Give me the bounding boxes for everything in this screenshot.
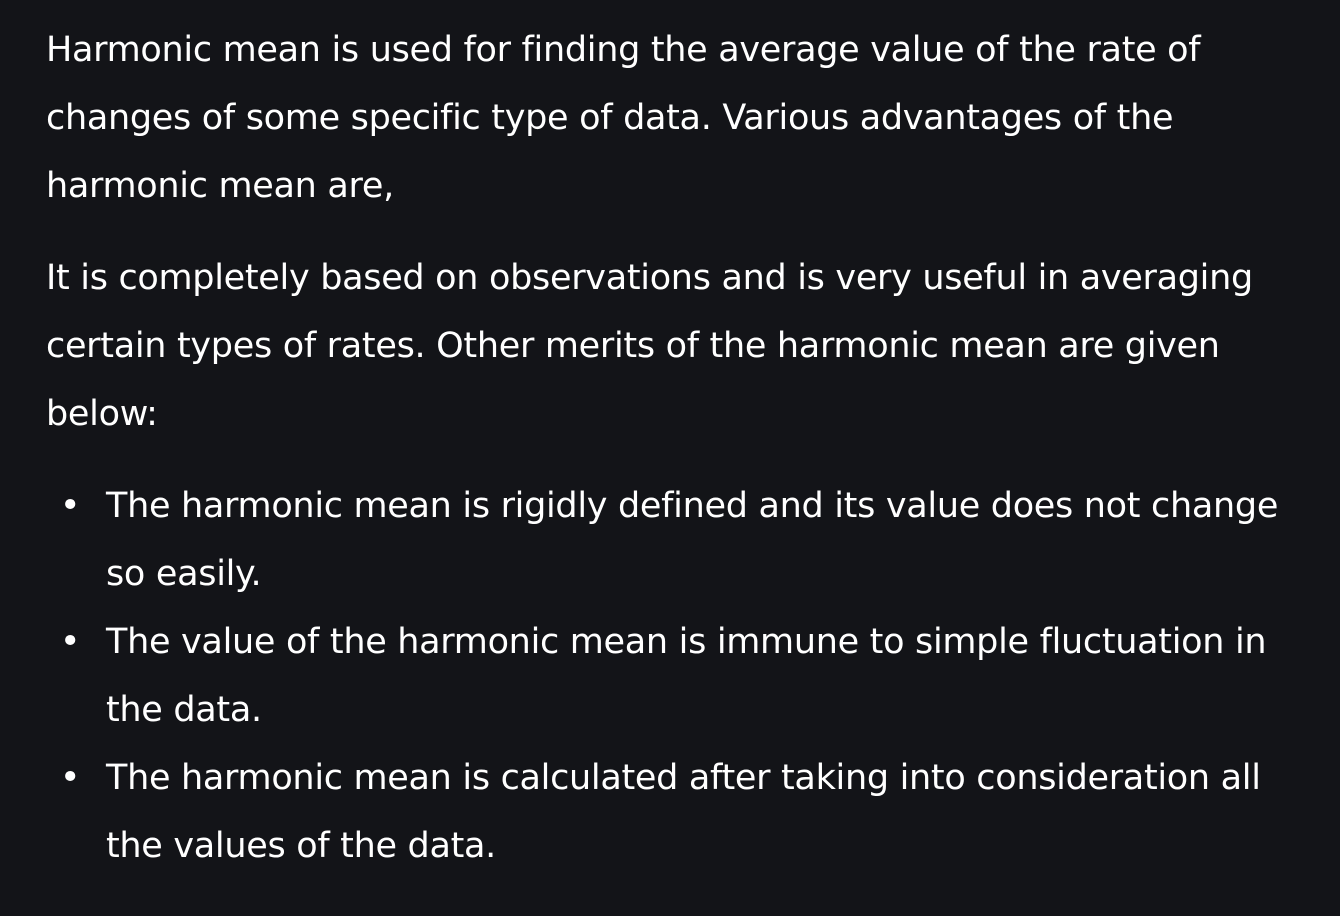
list-item: • The value of the harmonic mean is immu…: [46, 608, 1300, 744]
bullet-icon: •: [59, 622, 81, 662]
merits-intro-paragraph: It is completely based on observations a…: [46, 258, 1253, 434]
intro-paragraph: Harmonic mean is used for finding the av…: [46, 30, 1201, 206]
bullet-icon: •: [59, 758, 81, 798]
list-item-text: The value of the harmonic mean is immune…: [106, 622, 1267, 730]
list-item-text: The harmonic mean is calculated after ta…: [106, 758, 1261, 866]
list-item: • The harmonic mean is rigidly defined a…: [46, 472, 1300, 608]
list-item-text: The harmonic mean is rigidly defined and…: [106, 486, 1279, 594]
merits-list: • The harmonic mean is rigidly defined a…: [46, 472, 1300, 880]
list-item: • The harmonic mean is calculated after …: [46, 744, 1300, 880]
bullet-icon: •: [59, 486, 81, 526]
